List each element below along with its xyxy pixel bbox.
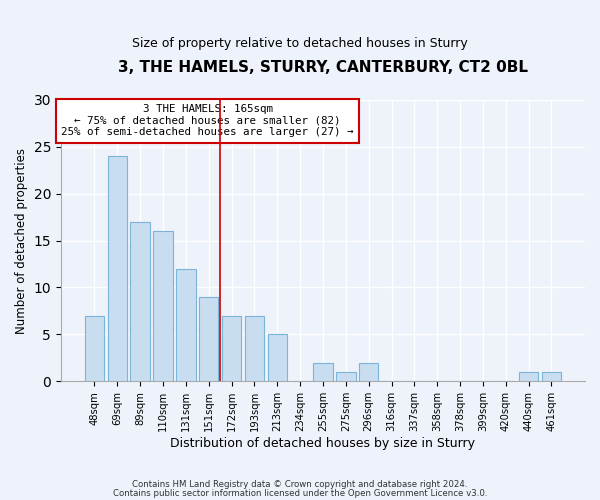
Text: 3 THE HAMELS: 165sqm
← 75% of detached houses are smaller (82)
25% of semi-detac: 3 THE HAMELS: 165sqm ← 75% of detached h… [61, 104, 354, 137]
Title: 3, THE HAMELS, STURRY, CANTERBURY, CT2 0BL: 3, THE HAMELS, STURRY, CANTERBURY, CT2 0… [118, 60, 528, 75]
Bar [268, 334, 287, 382]
Bar [153, 231, 173, 382]
Y-axis label: Number of detached properties: Number of detached properties [15, 148, 28, 334]
Bar [107, 156, 127, 382]
X-axis label: Distribution of detached houses by size in Sturry: Distribution of detached houses by size … [170, 437, 475, 450]
Bar [85, 316, 104, 382]
Bar [245, 316, 264, 382]
Bar [222, 316, 241, 382]
Bar [176, 268, 196, 382]
Bar [336, 372, 356, 382]
Bar [313, 362, 332, 382]
Bar [542, 372, 561, 382]
Text: Contains public sector information licensed under the Open Government Licence v3: Contains public sector information licen… [113, 488, 487, 498]
Bar [359, 362, 379, 382]
Bar [519, 372, 538, 382]
Bar [199, 297, 218, 382]
Text: Contains HM Land Registry data © Crown copyright and database right 2024.: Contains HM Land Registry data © Crown c… [132, 480, 468, 489]
Bar [130, 222, 150, 382]
Text: Size of property relative to detached houses in Sturry: Size of property relative to detached ho… [132, 38, 468, 51]
